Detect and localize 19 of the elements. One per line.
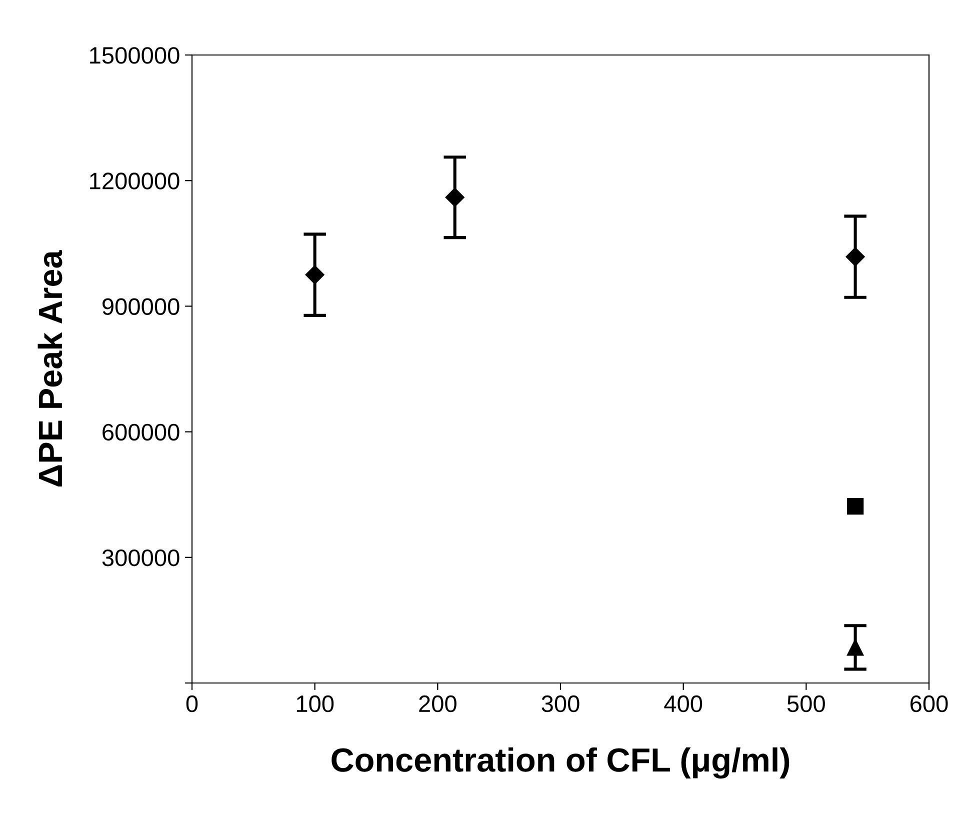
y-tick-label: 600000 bbox=[102, 424, 180, 441]
y-axis-title: ΔPE Peak Area bbox=[38, 250, 62, 486]
point bbox=[846, 247, 865, 266]
point bbox=[305, 265, 324, 284]
x-axis-title: Concentration of CFL (μg/ml) bbox=[332, 747, 790, 779]
x-tick-label: 0 bbox=[186, 695, 198, 712]
point bbox=[846, 498, 864, 515]
point bbox=[445, 188, 464, 207]
y-tick-label: 900000 bbox=[102, 298, 180, 315]
x-tick-label: 200 bbox=[419, 695, 456, 712]
x-tick-label: 600 bbox=[910, 695, 948, 712]
point bbox=[846, 639, 864, 656]
y-tick-label: 1500000 bbox=[90, 47, 180, 64]
y-tick-label: 1200000 bbox=[90, 172, 180, 190]
x-tick-label: 400 bbox=[664, 695, 702, 712]
x-tick-label: 500 bbox=[787, 695, 825, 712]
x-tick-label: 300 bbox=[542, 695, 580, 712]
x-tick-label: 100 bbox=[296, 695, 334, 712]
y-tick-label: 300000 bbox=[102, 549, 180, 566]
